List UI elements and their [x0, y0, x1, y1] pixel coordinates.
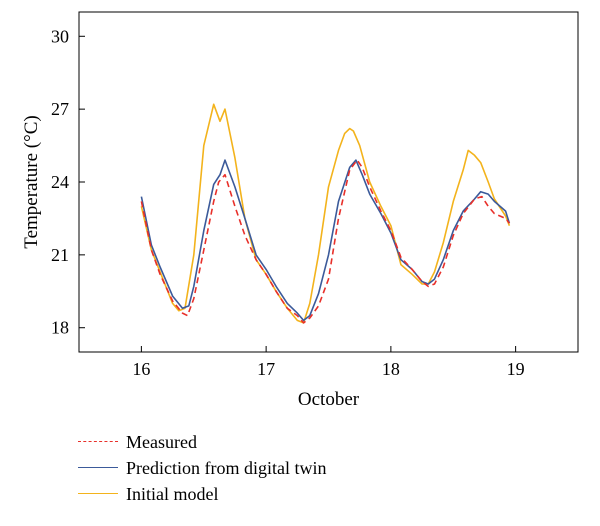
legend-swatch-initial-model [78, 493, 118, 494]
y-tick-label: 24 [51, 172, 69, 192]
legend-swatch-digital-twin [78, 467, 118, 468]
y-axis-label: Temperature (°C) [21, 115, 42, 248]
legend-item-digital-twin: Prediction from digital twin [78, 456, 498, 482]
y-axis-ticks: 18 21 24 27 30 [51, 26, 85, 338]
series-lines [140, 103, 511, 324]
x-axis-ticks: 16 17 18 19 [132, 346, 525, 379]
x-axis-label: October [298, 389, 360, 410]
legend-item-initial-model: Initial model [78, 482, 498, 508]
legend-label-initial-model: Initial model [126, 484, 219, 504]
x-tick-label: 18 [382, 359, 400, 379]
x-tick-label: 19 [507, 359, 525, 379]
x-tick-label: 16 [132, 359, 150, 379]
plot-frame [78, 11, 579, 353]
legend-item-measured: Measured [78, 430, 498, 456]
legend-label-measured: Measured [126, 432, 197, 452]
legend-swatch-measured [78, 441, 118, 442]
series-line-digital-twin [140, 159, 511, 322]
x-tick-label: 17 [257, 359, 275, 379]
y-tick-label: 21 [51, 245, 69, 265]
series-line-initial-model [140, 103, 511, 324]
legend-label-digital-twin: Prediction from digital twin [126, 458, 327, 478]
series-line-measured [140, 159, 511, 324]
y-tick-label: 18 [51, 318, 69, 338]
y-tick-label: 30 [51, 26, 69, 46]
legend: Measured Prediction from digital twin In… [78, 430, 498, 508]
y-tick-label: 27 [51, 99, 69, 119]
